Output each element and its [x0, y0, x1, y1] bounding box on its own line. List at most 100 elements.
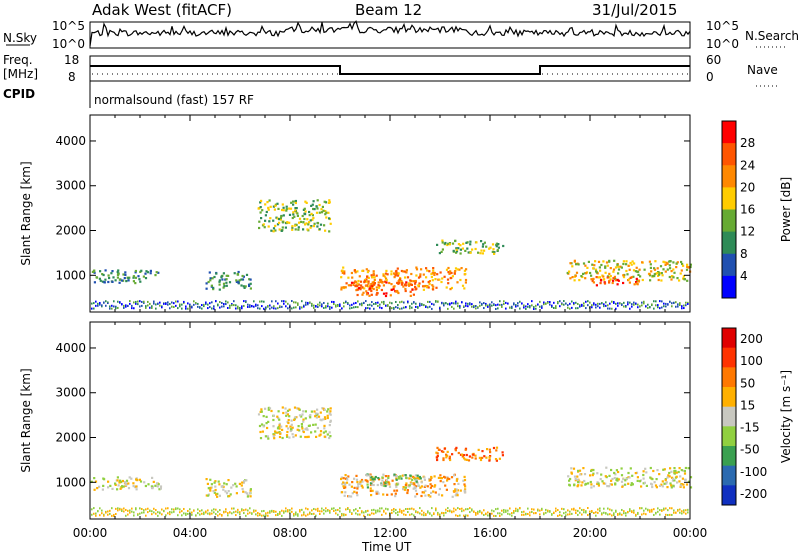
- range-cell: [361, 286, 364, 289]
- range-cell: [411, 306, 413, 309]
- range-cell: [405, 508, 407, 511]
- range-cell: [276, 223, 280, 226]
- range-cell: [213, 275, 216, 279]
- range-cell: [415, 274, 418, 277]
- range-cell: [223, 482, 226, 485]
- range-cell: [319, 411, 322, 414]
- range-cell: [257, 307, 259, 310]
- range-cell: [369, 489, 372, 492]
- range-cell: [411, 482, 414, 485]
- range-cell: [231, 304, 233, 307]
- range-cell: [345, 282, 348, 285]
- range-cell: [403, 270, 406, 273]
- range-cell: [519, 307, 521, 310]
- range-cell: [527, 507, 529, 510]
- range-cell: [547, 509, 549, 512]
- range-cell: [370, 293, 373, 296]
- range-cell: [623, 512, 625, 515]
- range-cell: [643, 481, 646, 484]
- range-cell: [411, 478, 414, 482]
- range-cell: [344, 286, 347, 289]
- range-cell: [277, 513, 279, 516]
- range-cell: [682, 469, 685, 472]
- range-cell: [267, 225, 270, 228]
- range-cell: [285, 205, 288, 208]
- range-cell: [301, 413, 304, 416]
- range-cell: [601, 302, 603, 305]
- range-cell: [464, 491, 467, 494]
- range-cell: [661, 509, 663, 512]
- range-cell: [423, 478, 426, 481]
- range-cell: [617, 268, 621, 271]
- range-cell: [310, 431, 313, 434]
- range-cell: [357, 283, 360, 286]
- range-cell: [383, 302, 385, 305]
- range-cell: [459, 252, 462, 255]
- range-cell: [309, 226, 312, 229]
- range-cell: [225, 303, 227, 306]
- range-cell: [629, 276, 632, 279]
- range-cell: [464, 448, 467, 451]
- range-cell: [609, 275, 612, 278]
- range-cell: [138, 478, 141, 481]
- range-cell: [617, 470, 620, 474]
- range-cell: [305, 427, 308, 430]
- range-cell: [653, 300, 655, 303]
- range-cell: [433, 273, 436, 276]
- range-cell: [331, 300, 333, 303]
- colorbar-label: Power [dB]: [779, 177, 793, 242]
- range-cell: [117, 272, 120, 275]
- range-cell: [354, 271, 357, 274]
- range-cell: [273, 433, 276, 437]
- range-cell: [469, 507, 471, 510]
- range-cell: [288, 436, 291, 439]
- range-cell: [343, 301, 345, 304]
- range-cell: [616, 283, 619, 286]
- range-cell: [449, 288, 452, 291]
- range-cell: [463, 489, 466, 492]
- range-cell: [651, 303, 653, 306]
- range-cell: [433, 485, 436, 488]
- range-cell: [396, 272, 399, 275]
- range-cell: [455, 302, 457, 305]
- range-cell: [268, 220, 271, 223]
- range-cell: [203, 513, 205, 516]
- range-cell: [211, 277, 214, 280]
- range-cell: [573, 303, 575, 306]
- range-cell: [105, 304, 107, 307]
- range-cell: [341, 271, 344, 274]
- range-cell: [395, 300, 397, 303]
- range-cell: [409, 305, 411, 308]
- range-cell: [328, 230, 331, 233]
- range-cell: [582, 272, 585, 275]
- range-cell: [687, 480, 691, 483]
- range-cell: [265, 415, 268, 418]
- range-cell: [118, 281, 121, 284]
- range-cell: [211, 307, 213, 310]
- range-cell: [243, 509, 245, 512]
- range-cell: [347, 276, 350, 279]
- range-cell: [657, 274, 660, 277]
- range-cell: [454, 488, 457, 491]
- range-cell: [543, 301, 545, 304]
- range-cell: [487, 514, 489, 517]
- range-cell: [396, 281, 399, 284]
- range-cell: [121, 508, 123, 511]
- range-cell: [193, 509, 195, 512]
- range-cell: [443, 243, 446, 246]
- range-cell: [681, 477, 684, 480]
- cpid-value: normalsound (fast) 157 RF: [94, 93, 254, 107]
- range-cell: [281, 436, 284, 440]
- range-cell: [622, 281, 625, 285]
- range-cell: [475, 513, 477, 516]
- range-cell: [281, 220, 284, 223]
- range-cell: [353, 490, 356, 493]
- range-cell: [507, 512, 509, 515]
- range-cell: [269, 511, 271, 514]
- range-cell: [187, 509, 189, 512]
- range-cell: [173, 508, 175, 511]
- scatter-region: [590, 275, 640, 287]
- range-cell: [306, 228, 309, 231]
- scatter-region: [90, 476, 163, 491]
- range-cell: [349, 284, 352, 287]
